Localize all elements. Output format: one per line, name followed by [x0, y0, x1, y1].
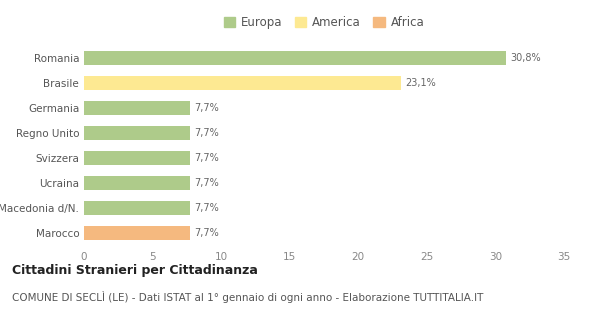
- Bar: [84, 76, 401, 90]
- Bar: [84, 126, 190, 140]
- Text: 23,1%: 23,1%: [405, 78, 436, 88]
- Text: 30,8%: 30,8%: [511, 53, 541, 63]
- Text: 7,7%: 7,7%: [194, 228, 218, 238]
- Bar: [84, 176, 190, 190]
- Bar: [84, 201, 190, 215]
- Bar: [84, 51, 506, 65]
- Text: COMUNE DI SECLÌ (LE) - Dati ISTAT al 1° gennaio di ogni anno - Elaborazione TUTT: COMUNE DI SECLÌ (LE) - Dati ISTAT al 1° …: [12, 291, 484, 303]
- Text: 7,7%: 7,7%: [194, 153, 218, 163]
- Text: Cittadini Stranieri per Cittadinanza: Cittadini Stranieri per Cittadinanza: [12, 264, 258, 277]
- Text: 7,7%: 7,7%: [194, 203, 218, 213]
- Bar: [84, 226, 190, 240]
- Bar: [84, 151, 190, 165]
- Text: 7,7%: 7,7%: [194, 178, 218, 188]
- Text: 7,7%: 7,7%: [194, 128, 218, 138]
- Bar: [84, 101, 190, 115]
- Legend: Europa, America, Africa: Europa, America, Africa: [221, 14, 427, 32]
- Text: 7,7%: 7,7%: [194, 103, 218, 113]
